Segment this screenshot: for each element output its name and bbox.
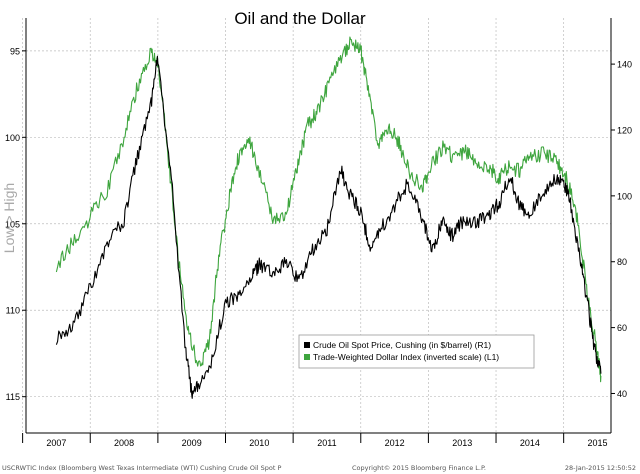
x-tick-label: 2012 [385, 438, 405, 448]
legend-label-dollar-index: Trade-Weighted Dollar Index (inverted sc… [313, 352, 499, 362]
legend-swatch-crude-oil [304, 342, 310, 348]
footer-copyright: Copyright© 2015 Bloomberg Finance L.P. [352, 464, 486, 472]
series-line-crude-oil [55, 55, 602, 399]
right-tick-label: 140 [617, 60, 632, 70]
left-tick-label: 105 [5, 219, 20, 229]
right-tick-label: 120 [617, 125, 632, 135]
x-tick-label: 2014 [520, 438, 540, 448]
right-tick-label: 40 [617, 389, 627, 399]
series-layer [55, 36, 602, 399]
axis-ticks: 2007 2008 2009 2010 2011 2012 2013 2014 2015 95 10… [5, 46, 632, 448]
x-tick-label: 2007 [46, 438, 66, 448]
right-tick-label: 100 [617, 191, 632, 201]
legend-box [298, 334, 535, 369]
axes [25, 18, 612, 434]
chart-title: Oil and the Dollar [234, 9, 366, 28]
right-tick-label: 60 [617, 323, 627, 333]
x-tick-label: 2015 [587, 438, 607, 448]
right-tick-label: 80 [617, 257, 627, 267]
left-tick-label: 110 [6, 306, 20, 316]
oil-dollar-chart: 2007 2008 2009 2010 2011 2012 2013 2014 2015 95 10… [1, 9, 632, 448]
left-tick-label: 95 [10, 46, 20, 56]
left-tick-label: 115 [6, 392, 20, 402]
footer-source: USCRWTIC Index (Bloomberg West Texas Int… [2, 464, 282, 472]
x-tick-label: 2011 [317, 438, 336, 448]
legend-label-crude-oil: Crude Oil Spot Price, Cushing (in $/barr… [313, 340, 491, 350]
plot-background [26, 18, 611, 433]
left-tick-label: 100 [5, 133, 20, 143]
x-tick-label: 2009 [182, 438, 202, 448]
legend: Crude Oil Spot Price, Cushing (in $/barr… [298, 334, 535, 369]
x-tick-label: 2010 [249, 438, 269, 448]
x-tick-label: 2013 [452, 438, 472, 448]
footer-bar: USCRWTIC Index (Bloomberg West Texas Int… [0, 463, 640, 474]
legend-swatch-dollar-index [304, 354, 310, 360]
series-line-dollar-index [55, 36, 602, 383]
x-tick-label: 2008 [114, 438, 134, 448]
left-axis-label: Low > High [1, 183, 17, 253]
footer-timestamp: 28-Jan-2015 12:50:52 [564, 464, 636, 472]
